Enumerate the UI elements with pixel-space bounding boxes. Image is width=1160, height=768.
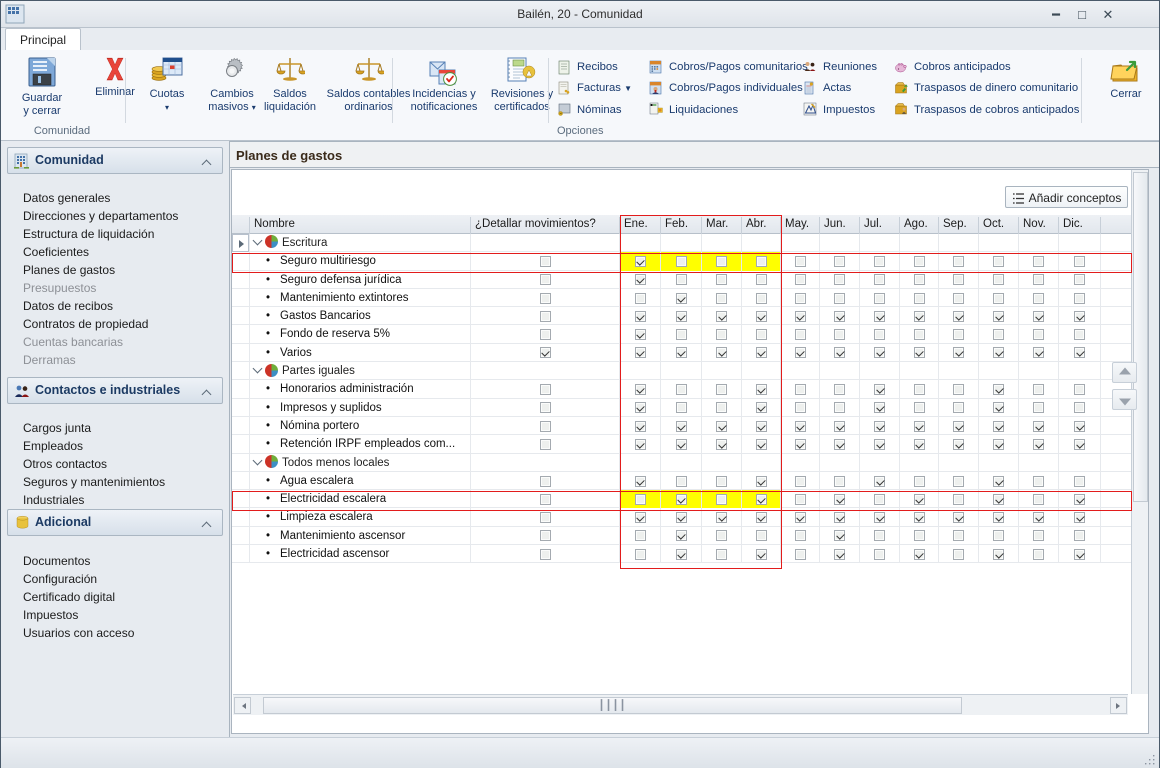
svg-text:H: H <box>560 112 562 116</box>
